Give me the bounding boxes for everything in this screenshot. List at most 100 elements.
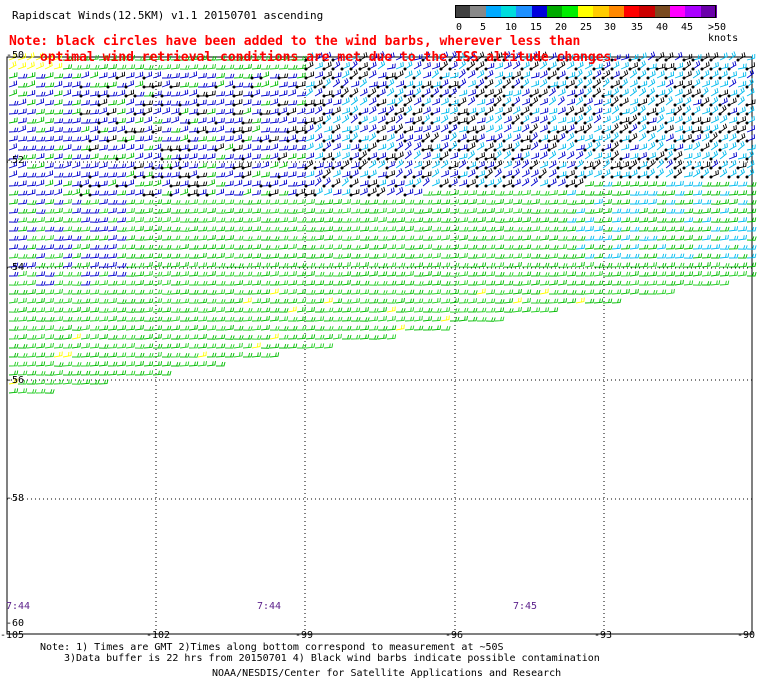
colorbar-tick-label: 45: [681, 22, 694, 33]
wind-barb: [314, 326, 325, 331]
wind-barb: [584, 61, 593, 70]
wind-barb: [368, 142, 377, 151]
wind-barb: [260, 171, 270, 178]
contamination-dot: [637, 58, 641, 62]
wind-barb: [539, 191, 550, 196]
wind-barb: [242, 236, 253, 241]
wind-barb: [341, 279, 351, 286]
wind-barb: [332, 325, 343, 331]
wind-barb: [71, 217, 82, 223]
wind-barb: [584, 123, 592, 133]
wind-barb: [656, 134, 666, 142]
wind-barb: [269, 55, 280, 61]
wind-barb: [656, 244, 667, 250]
wind-barb: [71, 281, 82, 286]
wind-barb: [35, 271, 46, 277]
contamination-dot: [502, 148, 506, 152]
contamination-dot: [196, 193, 200, 197]
wind-barb: [53, 207, 63, 214]
wind-barb: [467, 135, 477, 142]
wind-barb: [53, 199, 64, 205]
wind-barb: [359, 78, 367, 88]
wind-barb: [692, 168, 701, 178]
contamination-dot: [448, 184, 452, 188]
wind-barb: [674, 150, 683, 160]
wind-barb: [323, 78, 331, 88]
wind-barb: [233, 253, 244, 259]
wind-barb: [89, 218, 100, 223]
wind-barb: [584, 253, 595, 259]
wind-barb: [359, 88, 368, 97]
wind-barb: [80, 316, 91, 322]
wind-barb: [332, 106, 341, 115]
wind-barb: [620, 161, 630, 169]
wind-barb: [269, 226, 280, 232]
wind-barb: [233, 64, 244, 70]
contamination-dot: [601, 148, 605, 152]
wind-barb: [728, 78, 737, 88]
wind-barb: [386, 160, 395, 169]
wind-barb: [728, 60, 737, 70]
wind-barb: [17, 136, 28, 142]
contamination-dot: [511, 157, 515, 161]
wind-barb: [386, 306, 396, 313]
contamination-dot: [466, 166, 470, 170]
wind-barb: [314, 235, 324, 241]
wind-barb: [71, 362, 82, 367]
contamination-dot: [448, 130, 452, 134]
wind-barb: [485, 124, 494, 133]
wind-barb: [476, 226, 487, 232]
wind-barb: [296, 253, 306, 259]
wind-barb: [306, 289, 316, 295]
contamination-dot: [592, 58, 596, 62]
wind-barb: [89, 235, 100, 241]
wind-barb: [170, 188, 180, 196]
wind-barb: [440, 190, 451, 196]
contamination-dot: [736, 112, 740, 116]
wind-barb: [26, 90, 36, 97]
wind-barb: [45, 316, 55, 322]
wind-barb: [107, 335, 118, 340]
wind-barb: [494, 208, 504, 214]
wind-barb: [36, 73, 46, 79]
wind-barb: [638, 132, 647, 142]
wind-barb: [404, 179, 414, 187]
wind-barb: [278, 227, 289, 232]
contamination-dot: [421, 121, 425, 125]
contamination-dot: [655, 94, 659, 98]
contamination-dot: [610, 94, 614, 98]
contamination-dot: [745, 103, 749, 107]
contamination-dot: [232, 130, 236, 134]
wind-barb: [629, 123, 638, 133]
wind-barb: [287, 81, 297, 88]
contamination-dot: [259, 112, 263, 116]
wind-barb: [557, 125, 567, 133]
wind-barb: [647, 168, 655, 178]
wind-barb: [62, 136, 73, 142]
contamination-dot: [313, 166, 317, 170]
wind-barb: [665, 87, 673, 97]
contamination-dot: [133, 130, 137, 134]
wind-barb: [395, 114, 403, 124]
wind-barb: [161, 226, 172, 232]
wind-barb: [189, 289, 199, 295]
wind-barb: [233, 226, 244, 232]
contamination-dot: [529, 58, 533, 62]
wind-barb: [17, 98, 27, 106]
wind-barb: [368, 244, 379, 250]
contamination-dot: [475, 175, 479, 179]
contamination-dot: [691, 85, 695, 89]
wind-barb: [728, 142, 737, 151]
wind-barb: [458, 108, 468, 115]
wind-barb: [242, 188, 252, 196]
contamination-dot: [196, 184, 200, 188]
wind-barb: [359, 208, 370, 214]
wind-barb: [107, 325, 118, 331]
wind-barb: [377, 179, 387, 187]
contamination-dot: [457, 121, 461, 125]
wind-barb: [35, 172, 46, 178]
wind-barb: [575, 290, 586, 295]
wind-barb: [602, 280, 613, 286]
wind-barb: [557, 96, 565, 106]
wind-barb: [683, 60, 692, 70]
